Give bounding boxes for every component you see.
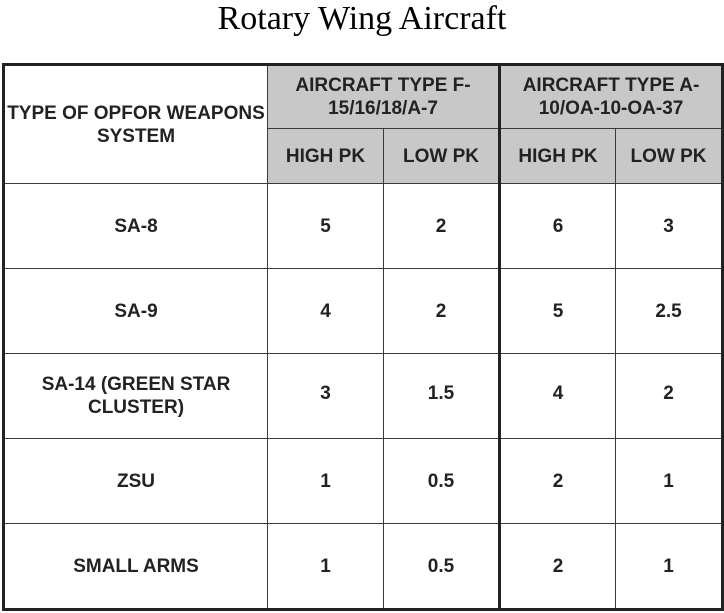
sub-header-high-pk: HIGH PK [267, 128, 384, 184]
table-row: ZSU 1 0.5 2 1 [2, 438, 724, 524]
value-cell: 4 [498, 353, 617, 439]
value-cell: 2 [498, 523, 617, 611]
table-row: SA-14 (GREEN STAR CLUSTER) 3 1.5 4 2 [2, 353, 724, 439]
value-cell: 6 [498, 183, 617, 269]
sub-header-high-pk: HIGH PK [498, 128, 617, 184]
value-cell: 2 [615, 353, 724, 439]
value-cell: 1 [267, 438, 384, 524]
value-cell: 0.5 [382, 438, 501, 524]
aircraft-group-2-header: AIRCRAFT TYPE A-10/OA-10-OA-37 [498, 63, 724, 129]
pk-table: TYPE OF OPFOR WEAPONS SYSTEM AIRCRAFT TY… [2, 63, 724, 611]
value-cell: 3 [267, 353, 384, 439]
value-cell: 1 [615, 438, 724, 524]
value-cell: 0.5 [382, 523, 501, 611]
aircraft-group-1-header: AIRCRAFT TYPE F-15/16/18/A-7 [266, 63, 501, 129]
table-row: SA-8 5 2 6 3 [2, 183, 724, 269]
value-cell: 2 [382, 183, 501, 269]
value-cell: 2.5 [615, 268, 724, 354]
weapon-label: SA-8 [2, 183, 268, 269]
table-row: SMALL ARMS 1 0.5 2 1 [2, 523, 724, 611]
value-cell: 1 [615, 523, 724, 611]
value-cell: 3 [615, 183, 724, 269]
page-title: Rotary Wing Aircraft [217, 0, 507, 37]
value-cell: 5 [498, 268, 617, 354]
value-cell: 2 [498, 438, 617, 524]
sub-header-low-pk: LOW PK [615, 128, 724, 184]
value-cell: 2 [382, 268, 501, 354]
value-cell: 1.5 [382, 353, 501, 439]
value-cell: 1 [267, 523, 384, 611]
row-label-header: TYPE OF OPFOR WEAPONS SYSTEM [2, 63, 268, 184]
weapon-label: SA-14 (GREEN STAR CLUSTER) [2, 353, 268, 439]
weapon-label: ZSU [2, 438, 268, 524]
table-row: SA-9 4 2 5 2.5 [2, 268, 724, 354]
sub-header-low-pk: LOW PK [382, 128, 501, 184]
value-cell: 5 [267, 183, 384, 269]
weapon-label: SA-9 [2, 268, 268, 354]
weapon-label: SMALL ARMS [2, 523, 268, 611]
value-cell: 4 [267, 268, 384, 354]
